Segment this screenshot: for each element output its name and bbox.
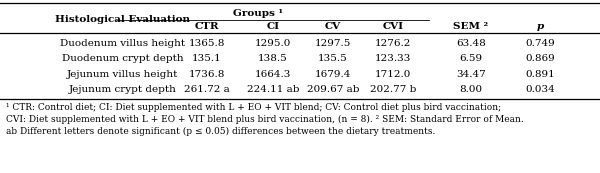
Text: 1679.4: 1679.4	[315, 70, 351, 79]
Text: 135.1: 135.1	[192, 54, 222, 63]
Text: Jejunum crypt depth: Jejunum crypt depth	[69, 85, 177, 94]
Text: CVI: Diet supplemented with L + EO + VIT blend plus bird vaccination, (n = 8). ²: CVI: Diet supplemented with L + EO + VIT…	[6, 115, 524, 124]
Text: ¹ CTR: Control diet; CI: Diet supplemented with L + EO + VIT blend; CV: Control : ¹ CTR: Control diet; CI: Diet supplement…	[6, 103, 501, 112]
Text: ab Different letters denote significant (p ≤ 0.05) differences between the dieta: ab Different letters denote significant …	[6, 127, 436, 136]
Text: Groups ¹: Groups ¹	[233, 9, 283, 18]
Text: 209.67 ab: 209.67 ab	[307, 85, 359, 94]
Text: Jejunum villus height: Jejunum villus height	[67, 70, 179, 79]
Text: 0.034: 0.034	[525, 85, 555, 94]
Text: 0.869: 0.869	[525, 54, 555, 63]
Text: 1736.8: 1736.8	[189, 70, 225, 79]
Text: 202.77 b: 202.77 b	[370, 85, 416, 94]
Text: Duodenum crypt depth: Duodenum crypt depth	[62, 54, 184, 63]
Text: 0.891: 0.891	[525, 70, 555, 79]
Text: p: p	[536, 22, 544, 31]
Text: 1276.2: 1276.2	[375, 39, 411, 48]
Text: CV: CV	[325, 22, 341, 31]
Text: 1365.8: 1365.8	[189, 39, 225, 48]
Text: 224.11 ab: 224.11 ab	[247, 85, 299, 94]
Text: 261.72 a: 261.72 a	[184, 85, 230, 94]
Text: CVI: CVI	[382, 22, 404, 31]
Text: 63.48: 63.48	[456, 39, 486, 48]
Text: 1712.0: 1712.0	[375, 70, 411, 79]
Text: 138.5: 138.5	[258, 54, 288, 63]
Text: Histological Evaluation: Histological Evaluation	[55, 15, 191, 24]
Text: 0.749: 0.749	[525, 39, 555, 48]
Text: 135.5: 135.5	[318, 54, 348, 63]
Text: 34.47: 34.47	[456, 70, 486, 79]
Text: 1295.0: 1295.0	[255, 39, 291, 48]
Text: 1664.3: 1664.3	[255, 70, 291, 79]
Text: Duodenum villus height: Duodenum villus height	[61, 39, 185, 48]
Text: 1297.5: 1297.5	[315, 39, 351, 48]
Text: CTR: CTR	[194, 22, 220, 31]
Text: SEM ²: SEM ²	[454, 22, 488, 31]
Text: CI: CI	[266, 22, 280, 31]
Text: 8.00: 8.00	[460, 85, 482, 94]
Text: 123.33: 123.33	[375, 54, 411, 63]
Text: 6.59: 6.59	[460, 54, 482, 63]
